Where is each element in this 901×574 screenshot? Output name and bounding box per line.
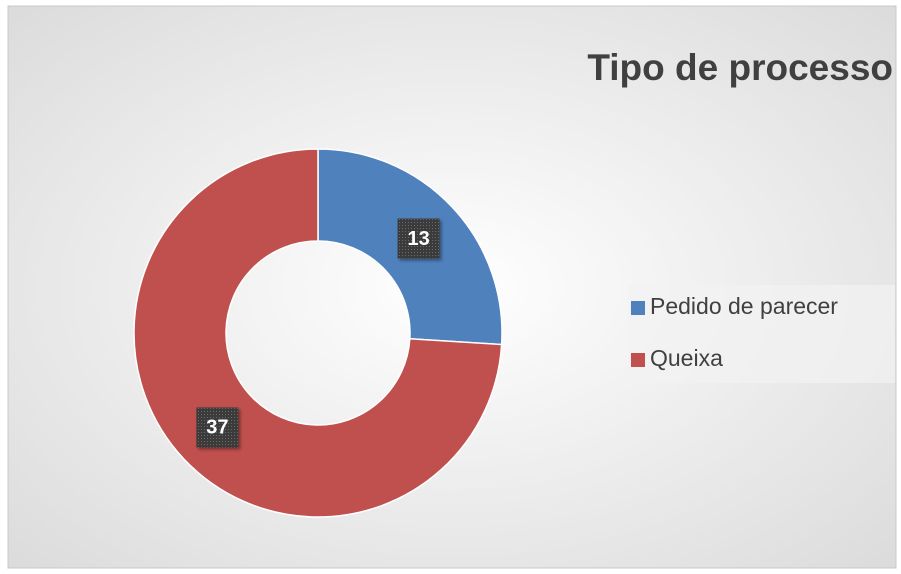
legend-label: Pedido de parecer [650, 293, 838, 319]
legend-swatch [631, 353, 645, 367]
chart-title: Tipo de processo [587, 47, 893, 88]
data-label: 13 [407, 228, 429, 250]
legend-swatch [631, 301, 645, 315]
data-label: 37 [206, 417, 228, 439]
legend-background [628, 285, 895, 383]
data-label-box [196, 407, 239, 448]
data-label-box [397, 218, 440, 259]
legend-label: Queixa [650, 345, 723, 371]
